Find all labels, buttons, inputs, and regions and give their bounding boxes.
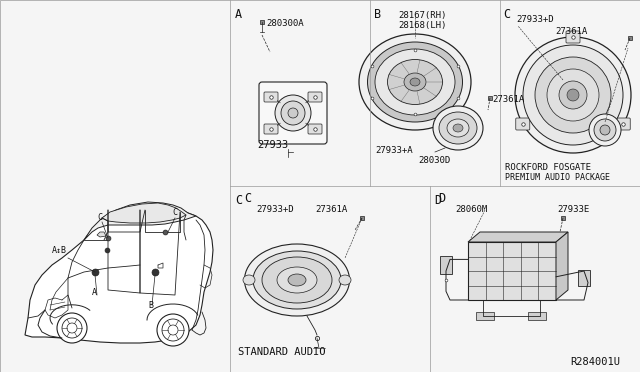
Text: C: C [503, 8, 510, 21]
Text: C: C [172, 208, 177, 217]
Ellipse shape [262, 257, 332, 303]
Ellipse shape [253, 251, 341, 309]
Text: 280300A: 280300A [266, 19, 303, 28]
Ellipse shape [433, 106, 483, 150]
Ellipse shape [277, 267, 317, 293]
Text: A: A [235, 8, 242, 21]
Circle shape [594, 119, 616, 141]
Circle shape [589, 114, 621, 146]
Ellipse shape [404, 73, 426, 91]
Circle shape [547, 69, 599, 121]
Circle shape [600, 125, 610, 135]
Text: 28060M: 28060M [455, 205, 487, 214]
Ellipse shape [410, 78, 420, 86]
FancyBboxPatch shape [616, 118, 630, 130]
Circle shape [281, 101, 305, 125]
Polygon shape [556, 232, 568, 300]
FancyBboxPatch shape [259, 82, 327, 144]
Text: B: B [148, 301, 153, 310]
Text: C: C [97, 213, 102, 222]
Text: 28168(LH): 28168(LH) [398, 21, 446, 30]
Bar [468, 242, 556, 300]
Ellipse shape [387, 60, 442, 105]
Bar [578, 269, 590, 285]
Ellipse shape [244, 244, 349, 316]
Circle shape [57, 313, 87, 343]
Text: PREMIUM AUDIO PACKAGE: PREMIUM AUDIO PACKAGE [505, 173, 610, 182]
Text: C: C [235, 194, 242, 207]
FancyBboxPatch shape [308, 124, 322, 134]
Text: 27933E: 27933E [557, 205, 589, 214]
Ellipse shape [375, 49, 455, 115]
FancyBboxPatch shape [566, 31, 580, 43]
Text: STANDARD AUDIO: STANDARD AUDIO [238, 347, 326, 357]
Text: 27361A: 27361A [315, 205, 348, 214]
Ellipse shape [439, 112, 477, 144]
Text: 28167(RH): 28167(RH) [398, 11, 446, 20]
Text: 27361A: 27361A [555, 27, 588, 36]
Text: D: D [438, 192, 445, 205]
Polygon shape [102, 203, 186, 223]
Polygon shape [97, 232, 106, 237]
Text: C: C [244, 192, 251, 205]
FancyBboxPatch shape [264, 124, 278, 134]
Text: A: A [92, 288, 97, 297]
Circle shape [559, 81, 587, 109]
Circle shape [567, 89, 579, 101]
Text: 27933+A: 27933+A [375, 146, 413, 155]
Ellipse shape [453, 124, 463, 132]
Ellipse shape [359, 34, 471, 130]
Circle shape [515, 37, 631, 153]
FancyBboxPatch shape [308, 92, 322, 102]
Text: R284001U: R284001U [570, 357, 620, 367]
Text: 27933+D: 27933+D [256, 205, 294, 214]
FancyBboxPatch shape [264, 92, 278, 102]
Ellipse shape [288, 274, 306, 286]
Text: A↕B: A↕B [52, 246, 67, 255]
Circle shape [523, 45, 623, 145]
FancyBboxPatch shape [516, 118, 530, 130]
Text: B: B [374, 8, 381, 21]
Polygon shape [468, 232, 568, 242]
Circle shape [288, 108, 298, 118]
Text: 27933+D: 27933+D [516, 15, 554, 24]
Ellipse shape [447, 119, 469, 137]
Circle shape [157, 314, 189, 346]
Text: 27361A: 27361A [492, 95, 524, 104]
Ellipse shape [339, 275, 351, 285]
Bar [440, 256, 452, 274]
Polygon shape [25, 205, 213, 343]
Polygon shape [84, 202, 196, 240]
Text: 28030D: 28030D [418, 156, 451, 165]
Circle shape [535, 57, 611, 133]
Ellipse shape [243, 275, 255, 285]
Bar [528, 312, 546, 320]
Text: ROCKFORD FOSGATE: ROCKFORD FOSGATE [505, 163, 591, 172]
Bar [476, 312, 494, 320]
Circle shape [275, 95, 311, 131]
Ellipse shape [367, 42, 463, 122]
Text: D: D [434, 194, 441, 207]
Text: 27933: 27933 [257, 140, 289, 150]
